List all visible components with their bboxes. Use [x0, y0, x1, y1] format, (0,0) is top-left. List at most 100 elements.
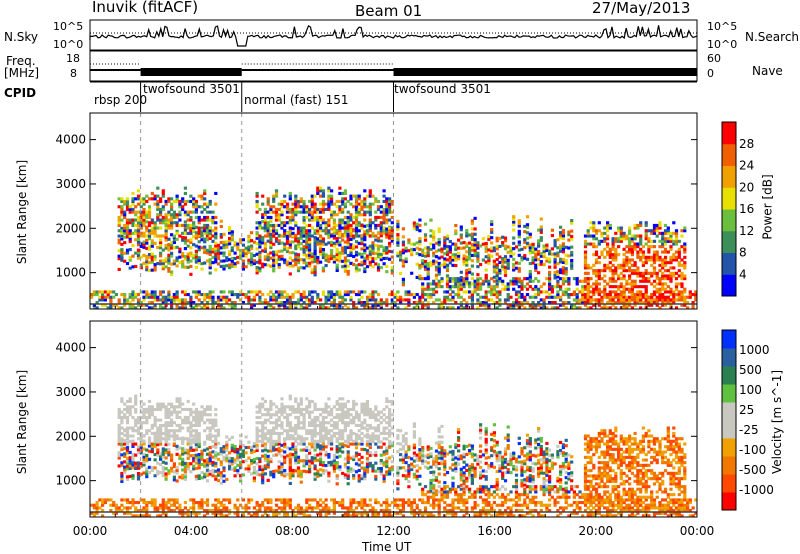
power-cell	[159, 213, 163, 217]
power-cell	[677, 274, 681, 278]
velocity-cell	[92, 503, 96, 507]
power-cell	[172, 295, 176, 299]
velocity-cell	[186, 462, 190, 466]
power-cell	[396, 233, 400, 237]
velocity-cell	[145, 503, 149, 507]
power-cell	[390, 239, 394, 243]
velocity-cell	[134, 514, 138, 518]
power-cell	[200, 210, 204, 214]
velocity-cell	[274, 442, 279, 446]
velocity-cell	[178, 405, 182, 409]
power-cell	[550, 287, 554, 291]
power-cell	[203, 202, 207, 206]
power-cell	[542, 252, 546, 256]
power-cell	[321, 250, 325, 254]
power-cell	[343, 269, 347, 273]
power-cell	[592, 303, 596, 307]
power-cell	[523, 230, 527, 234]
power-cell	[269, 243, 273, 247]
velocity-cell	[131, 429, 135, 433]
power-cell	[437, 298, 441, 302]
velocity-cell	[239, 455, 243, 459]
power-cell	[308, 199, 312, 203]
power-cell	[291, 264, 295, 268]
power-cell	[128, 231, 132, 235]
power-cell	[683, 245, 687, 249]
power-cell	[283, 205, 287, 209]
power-cell	[498, 279, 502, 283]
power-cell	[407, 238, 411, 242]
velocity-cell	[92, 506, 96, 510]
power-cell	[332, 303, 336, 307]
power-cell	[556, 238, 560, 242]
power-cell	[597, 221, 601, 225]
velocity-cell	[147, 413, 152, 417]
power-cell	[514, 245, 519, 249]
velocity-cell	[205, 418, 210, 422]
velocity-cell	[280, 423, 284, 427]
power-cell	[125, 248, 130, 252]
power-cell	[614, 290, 618, 294]
velocity-cell	[164, 443, 168, 447]
velocity-cell	[125, 437, 130, 441]
power-cell	[181, 207, 185, 211]
power-cell	[655, 287, 659, 291]
power-cell	[473, 232, 477, 236]
power-cell	[313, 231, 317, 235]
velocity-cell	[258, 421, 262, 425]
velocity-cell	[170, 458, 174, 462]
power-cell	[296, 231, 301, 235]
power-cell	[454, 279, 458, 283]
velocity-cell	[261, 426, 265, 430]
power-cell	[476, 298, 480, 302]
power-cell	[261, 265, 265, 269]
velocity-cell	[134, 402, 138, 406]
power-cell	[432, 238, 436, 242]
power-cell	[357, 263, 361, 267]
velocity-cell	[219, 471, 223, 475]
power-cell	[142, 207, 146, 211]
power-cell	[415, 228, 419, 232]
power-cell	[302, 229, 306, 233]
power-cell	[578, 298, 582, 302]
power-cell	[327, 257, 331, 261]
power-cell	[200, 230, 204, 234]
power-cell	[677, 247, 681, 251]
power-cell	[214, 301, 218, 305]
velocity-cell	[161, 423, 165, 427]
power-cell	[120, 250, 124, 254]
power-cell	[639, 223, 643, 227]
power-cell	[203, 298, 207, 302]
power-cell	[487, 235, 491, 239]
power-cell	[672, 221, 676, 225]
power-cell	[608, 298, 612, 302]
velocity-cell	[233, 445, 237, 449]
power-cell	[465, 268, 469, 272]
power-cell	[674, 258, 679, 262]
power-cell	[611, 274, 615, 278]
power-cell	[368, 189, 372, 193]
power-cell	[443, 236, 447, 240]
power-cell	[360, 199, 364, 203]
power-cell	[183, 228, 187, 232]
power-cell	[194, 252, 198, 256]
power-cell	[161, 218, 165, 222]
power-cell	[139, 221, 143, 225]
velocity-cell	[197, 445, 201, 449]
velocity-cell	[142, 498, 146, 502]
power-cell	[418, 218, 422, 222]
velocity-cell	[192, 423, 196, 427]
power-cell	[622, 287, 626, 291]
power-cell	[194, 215, 198, 219]
velocity-cell	[252, 444, 256, 448]
power-cell	[230, 230, 234, 234]
velocity-cell	[153, 407, 157, 411]
power-cell	[636, 253, 640, 257]
power-cell	[415, 275, 419, 279]
velocity-cell	[136, 448, 141, 452]
velocity-cell	[266, 506, 270, 510]
power-cell	[628, 250, 632, 254]
power-cell	[677, 261, 681, 265]
power-cell	[396, 254, 400, 258]
power-cell	[349, 213, 353, 217]
